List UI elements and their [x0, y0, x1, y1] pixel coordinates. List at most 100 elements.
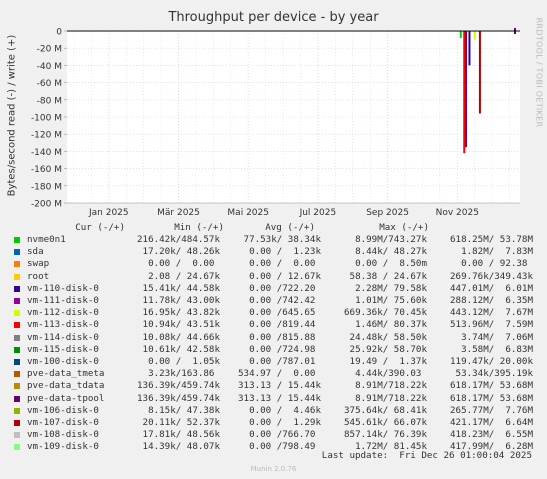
legend-name: vm-111-disk-0 [27, 295, 99, 306]
legend-max-value: 3.58M/ 6.83M [450, 343, 533, 355]
legend-avg-value: 1.01M/ 75.60k [344, 295, 427, 306]
legend-name: sda [27, 246, 44, 258]
x-tick-label: Jan 2025 [88, 208, 129, 218]
legend-avg-value: 8.99M/743.27k [344, 234, 427, 245]
legend-row: pve-data-tpool 136.39k/459.74k 313.13 / 15… [0, 393, 547, 405]
y-tick-label: -160 M [31, 165, 62, 175]
legend-max-value: 443.12M/ 7.67M [450, 307, 533, 319]
legend-avg-value: 2.28M/ 79.58k [344, 282, 427, 294]
legend-max-value: 618.25M/ 53.78M [450, 234, 533, 245]
y-tick-label: -100 M [31, 114, 62, 124]
legend-cur-value: 8.15k/ 47.38k [137, 404, 220, 416]
legend-avg-value: 1.46M/ 80.37k [344, 319, 427, 331]
legend-max-value: 1.82M/ 7.83M [450, 246, 533, 258]
munin-version: Munin 2.0.76 [250, 465, 297, 473]
legend-avg-value: 545.61k/ 66.07k [344, 417, 427, 428]
legend-cur-value: 20.11k/ 52.37k [137, 417, 220, 428]
legend-min-value: 77.53k/ 38.34k [238, 234, 321, 245]
legend-max-value: 3.74M/ 7.06M [450, 331, 533, 343]
legend-name: vm-109-disk-0 [27, 441, 99, 453]
legend-avg-value: 8.91M/718.22k [344, 380, 427, 392]
legend-cur-value: 136.39k/459.74k [137, 380, 220, 392]
x-tick-label: Mai 2025 [227, 208, 269, 218]
legend-cur-value: 17.20k/ 48.26k [137, 246, 220, 258]
legend-max-value: 0.00 / 92.38 [450, 258, 533, 270]
legend-swatch [14, 334, 20, 341]
legend-row: vm-111-disk-0 11.78k/ 43.00k 0.00 /742.4… [0, 295, 547, 307]
legend-row: pve-data_tdata 136.39k/459.74k 313.13 / 15… [0, 380, 547, 392]
legend-max-value: 288.12M/ 6.35M [450, 295, 533, 306]
header-avg: Avg (-/+) [265, 222, 315, 233]
legend-min-value: 0.00 /787.01 [238, 356, 321, 367]
legend-avg-value: 24.48k/ 58.50k [344, 331, 427, 343]
y-tick-label: -200 M [31, 200, 62, 210]
legend-min-value: 0.00 / 0.00 [238, 258, 321, 270]
header-max: Max (-/+) [379, 222, 429, 233]
header-cur: Cur (-/+) [75, 222, 125, 233]
legend-swatch [14, 322, 20, 329]
legend-avg-value: 857.14k/ 76.39k [344, 429, 427, 441]
legend-row: vm-100-disk-0 0.00 / 1.05k 0.00 /787.01 … [0, 356, 547, 368]
y-tick-label: -140 M [31, 148, 62, 158]
legend-min-value: 0.00 /645.65 [238, 307, 321, 319]
legend-swatch [14, 298, 20, 304]
legend-avg-value: 8.91M/718.22k [344, 392, 427, 404]
legend-cur-value: 2.08 / 24.67k [137, 270, 220, 282]
legend-min-value: 534.97 / 0.00 [238, 368, 321, 380]
legend-avg-value: 375.64k/ 68.41k [344, 404, 427, 416]
legend-name: vm-108-disk-0 [27, 429, 99, 441]
legend-swatch [14, 273, 20, 280]
y-tick-label: -60 M [37, 79, 62, 89]
legend-swatch [14, 249, 20, 256]
legend-swatch [14, 310, 20, 317]
legend-name: pve-data_tdata [27, 380, 105, 392]
legend-min-value: 0.00 /722.20 [238, 282, 321, 294]
y-tick-label: -20 M [37, 45, 62, 55]
legend-row: vm-107-disk-0 20.11k/ 52.37k 0.00 / 1.29… [0, 417, 547, 429]
legend-row: vm-113-disk-0 10.94k/ 43.51k 0.00 /819.4… [0, 319, 547, 331]
legend-max-value: 53.34k/395.19k [450, 368, 533, 380]
last-update: Last update: Fri Dec 26 01:00:04 2025 [321, 450, 532, 461]
legend-row: vm-114-disk-0 10.08k/ 44.66k 0.00 /815.8… [0, 332, 547, 344]
legend-cur-value: 10.08k/ 44.66k [137, 331, 220, 343]
legend-min-value: 0.00 / 12.67k [238, 270, 321, 282]
legend-swatch [14, 371, 20, 378]
legend-swatch [14, 237, 20, 243]
legend-max-value: 417.99M/ 6.28M [450, 441, 533, 453]
legend-avg-value: 0.00 / 8.50m [344, 258, 427, 270]
legend-min-value: 0.00 / 1.23k [238, 246, 321, 258]
legend-cur-value: 16.95k/ 43.82k [137, 307, 220, 319]
legend-cur-value: 10.94k/ 43.51k [137, 319, 220, 331]
legend-swatch [14, 346, 20, 353]
legend-min-value: 313.13 / 15.44k [238, 380, 321, 392]
y-tick-label: 0 [56, 28, 62, 38]
legend-min-value: 0.00 /798.49 [238, 441, 321, 453]
legend-name: vm-107-disk-0 [27, 417, 99, 428]
y-tick-label: -80 M [37, 96, 62, 106]
legend-avg-value: 1.72M/ 81.45k [344, 441, 427, 453]
legend-cur-value: 3.23k/163.86 [137, 368, 220, 380]
legend-swatch [14, 383, 20, 390]
legend-swatch [14, 395, 20, 402]
legend-row: vm-109-disk-0 14.39k/ 48.07k 0.00 /798.4… [0, 441, 547, 453]
legend-avg-value: 19.49 / 1.37k [344, 356, 427, 367]
y-tick-label: -40 M [37, 62, 62, 72]
legend-name: vm-114-disk-0 [27, 331, 99, 343]
legend-max-value: 269.76k/349.43k [450, 270, 533, 282]
legend-min-value: 0.00 /766.70 [238, 429, 321, 441]
legend-cur-value: 15.41k/ 44.58k [137, 282, 220, 294]
legend-cur-value: 14.39k/ 48.07k [137, 441, 220, 453]
x-tick-label: Mär 2025 [157, 208, 200, 218]
legend-swatch [14, 444, 20, 451]
y-tick-label: -180 M [31, 182, 62, 192]
legend-min-value: 0.00 / 4.46k [238, 404, 321, 416]
legend-name: swap [27, 258, 50, 270]
chart-title: Throughput per device - by year [168, 10, 379, 25]
legend-min-value: 0.00 /742.42 [238, 295, 321, 306]
legend-min-value: 313.13 / 15.44k [238, 392, 321, 404]
legend-row: swap 0.00 / 0.00 0.00 / 0.00 0.00 / 8.50… [0, 258, 547, 270]
plot-background [67, 30, 520, 203]
legend-name: pve-data-tpool [27, 392, 105, 404]
legend-cur-value: 0.00 / 1.05k [137, 356, 220, 367]
legend-avg-value: 669.36k/ 70.45k [344, 307, 427, 319]
